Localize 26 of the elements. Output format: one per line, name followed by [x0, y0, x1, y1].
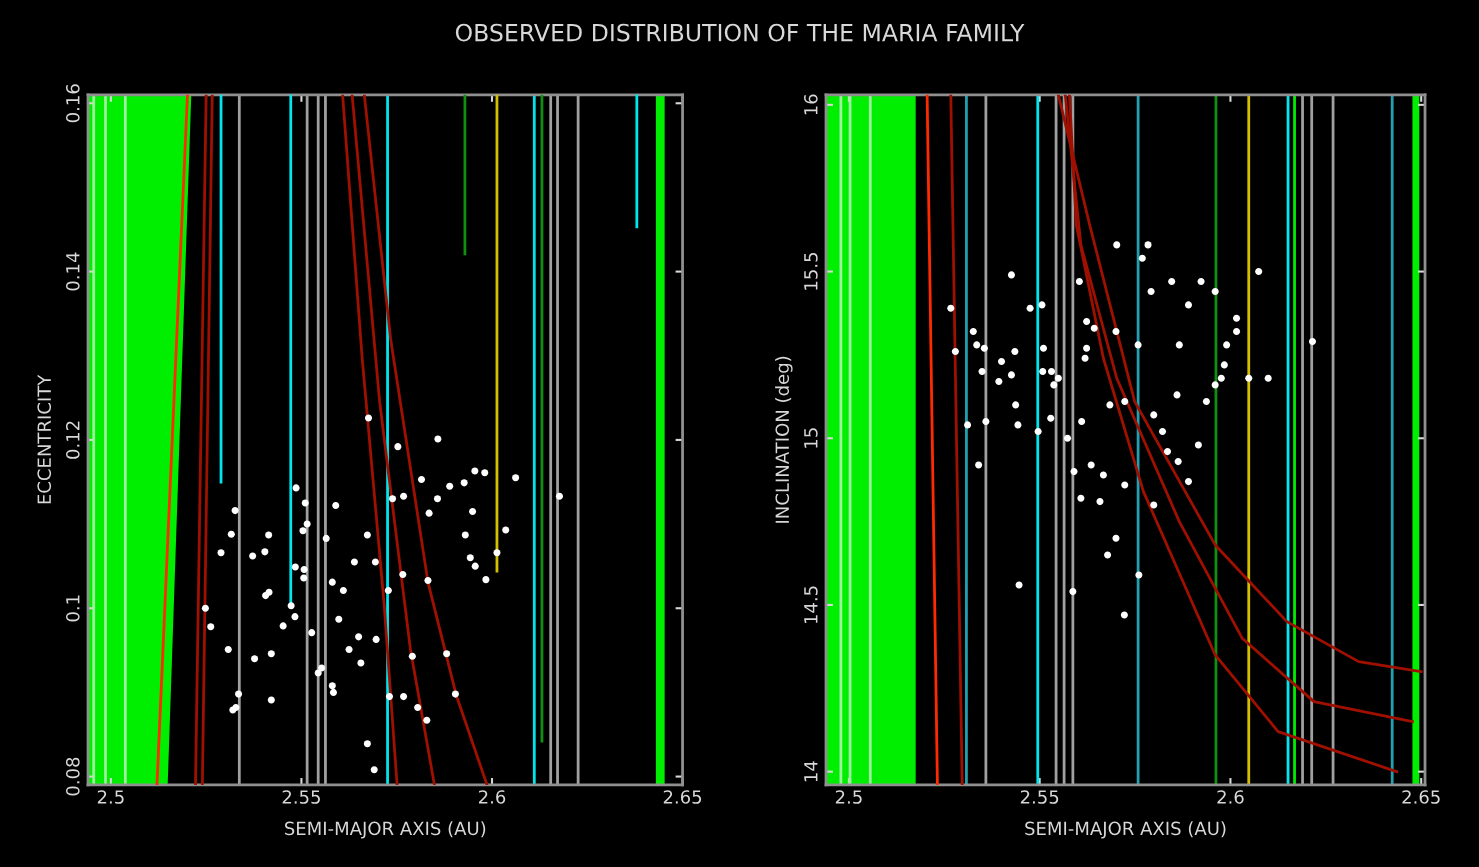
y-tick-label: 0.08 — [65, 757, 80, 796]
x-tick-label: 2.6 — [1217, 790, 1244, 804]
x-tick-label: 2.5 — [97, 790, 124, 804]
x-tick-label: 2.5 — [835, 790, 862, 804]
line-series — [350, 94, 436, 785]
line-series — [362, 94, 489, 785]
text: OBSERVED DISTRIBUTION OF THE MARIA FAMILY — [455, 23, 1025, 42]
x-tick-label: 2.55 — [282, 790, 320, 804]
x-tick-label: 2.65 — [663, 790, 702, 804]
y-tick-label: 16 — [804, 94, 818, 115]
x-axis-title: SEMI-MAJOR AXIS (AU) — [285, 821, 486, 839]
y-axis-title: ECCENTRICITY — [37, 374, 52, 504]
y-tick-label: 15 — [804, 428, 818, 448]
x-tick-label: 2.55 — [1020, 790, 1059, 804]
line-series — [341, 94, 399, 785]
y-tick-label: 15.5 — [804, 253, 818, 290]
x-tick-label: 2.6 — [478, 790, 506, 804]
y-axis-title: INCLINATION (deg) — [775, 356, 793, 523]
y-tick-label: 0.1 — [65, 595, 80, 622]
x-tick-label: 2.65 — [1402, 790, 1440, 804]
y-tick-label: 0.14 — [65, 252, 80, 291]
y-tick-label: 0.12 — [65, 421, 80, 459]
y-tick-label: 14.5 — [804, 586, 818, 624]
x-axis-title: SEMI-MAJOR AXIS (AU) — [1025, 821, 1226, 839]
y-tick-label: 14 — [804, 761, 818, 782]
y-tick-label: 0.16 — [65, 84, 80, 123]
